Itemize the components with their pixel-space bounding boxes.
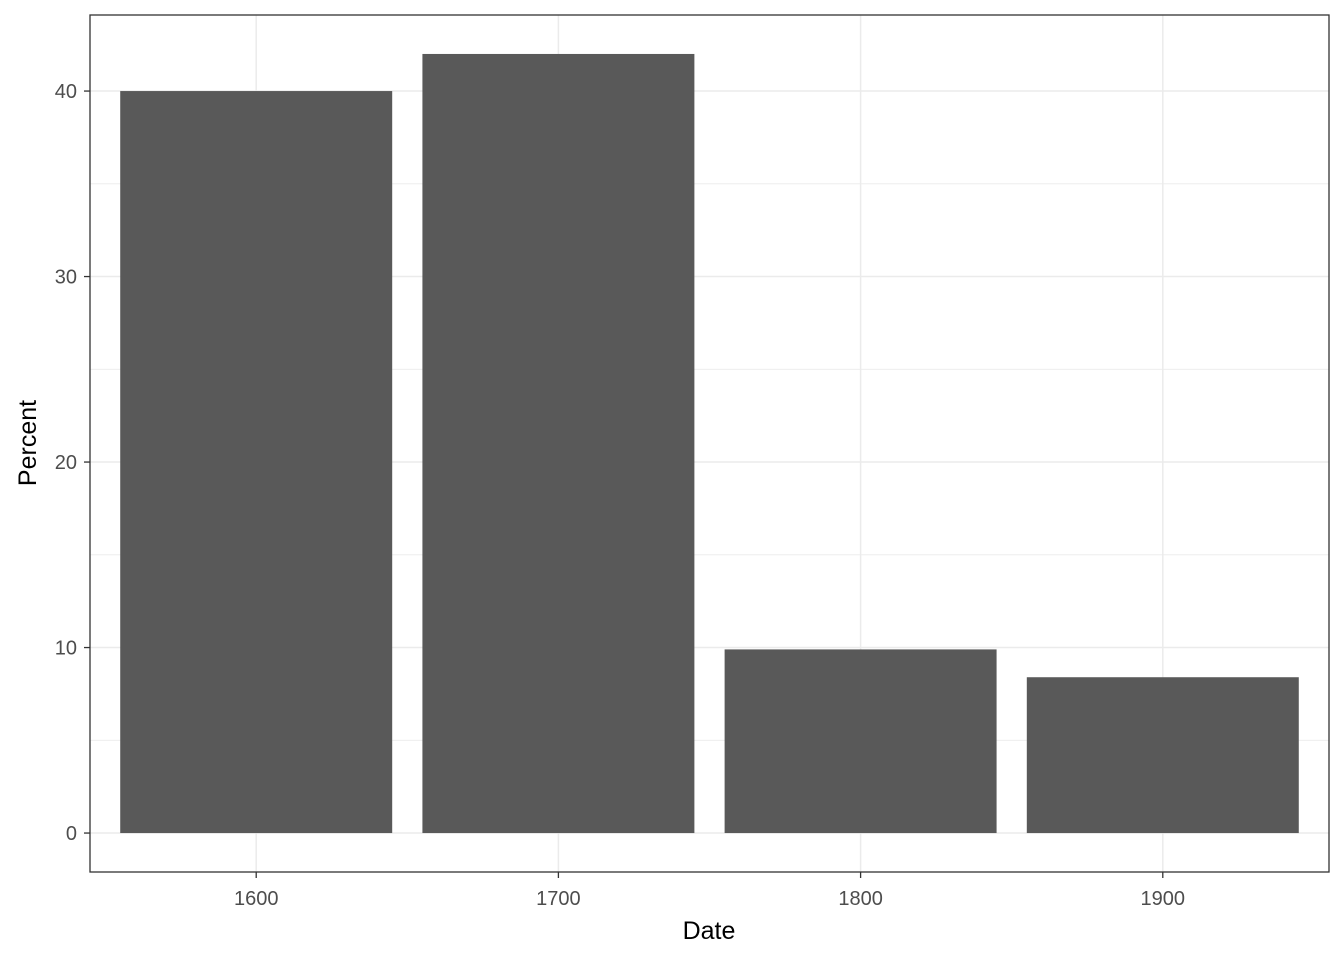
bar (120, 91, 393, 834)
x-axis-title: Date (683, 917, 736, 945)
y-tick-label: 0 (66, 823, 77, 845)
bar (1026, 677, 1299, 834)
y-tick-label: 30 (55, 267, 77, 289)
y-tick-label: 10 (55, 638, 77, 660)
x-tick-label: 1700 (536, 888, 581, 910)
bar (724, 649, 997, 834)
y-axis-title: Percent (14, 400, 42, 486)
y-tick-label: 40 (55, 81, 77, 103)
x-tick-label: 1800 (838, 888, 883, 910)
x-tick-label: 1600 (234, 888, 279, 910)
x-tick-label: 1900 (1141, 888, 1186, 910)
y-tick-label: 20 (55, 452, 77, 474)
bar (422, 53, 695, 834)
panel-border (89, 14, 1330, 873)
bars (120, 53, 1299, 834)
x-axis: 1600 1700 1800 1900 (234, 872, 1185, 910)
y-axis: 0 10 20 30 40 (55, 81, 90, 845)
